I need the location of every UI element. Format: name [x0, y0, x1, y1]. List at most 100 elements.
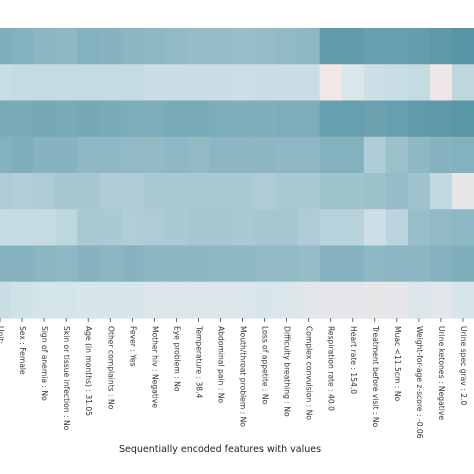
heatmap-cell-r6-c8: [165, 245, 189, 283]
heatmap-cell-r1-c4: [77, 64, 100, 102]
heatmap-cell-r5-c9: [187, 209, 211, 247]
heatmap-cell-r4-c14: [297, 173, 321, 210]
heatmap-cell-r7-c10: [209, 281, 233, 319]
heatmap-cell-r2-c17: [363, 100, 387, 138]
heatmap-cell-r4-c10: [209, 173, 233, 210]
heatmap-cell-r4-c0: [0, 173, 12, 210]
heatmap-cell-r6-c2: [33, 245, 56, 283]
heatmap-cell-r2-c1: [11, 100, 34, 138]
heatmap-cell-r0-c10: [209, 28, 233, 65]
x-tick-label: Mouth/throat problem : No: [239, 326, 248, 427]
heatmap-cell-r2-c19: [407, 100, 431, 138]
heatmap-cell-r3-c2: [33, 136, 56, 174]
heatmap-cell-r3-c18: [385, 136, 409, 174]
heatmap-cell-r4-c19: [407, 173, 431, 210]
heatmap-cell-r7-c1: [11, 281, 34, 319]
heatmap-cell-r3-c7: [143, 136, 166, 174]
heatmap-cell-r4-c5: [99, 173, 122, 210]
heatmap-cell-r2-c3: [55, 100, 78, 138]
x-tick-label: Weight-for-age z-score : -0.06: [415, 326, 424, 439]
heatmap-cell-r0-c21: [451, 28, 474, 65]
heatmap-cell-r3-c13: [275, 136, 299, 174]
heatmap-cell-r1-c15: [319, 64, 343, 102]
heatmap-cell-r7-c13: [275, 281, 299, 319]
x-tick-label: Skin or tissue infection : No: [62, 326, 71, 431]
heatmap-cell-r2-c20: [429, 100, 453, 138]
heatmap-cell-r7-c2: [33, 281, 56, 319]
heatmap-cell-r2-c18: [385, 100, 409, 138]
heatmap-cell-r5-c17: [363, 209, 387, 247]
x-tick-label: Sex : Female: [18, 326, 27, 375]
heatmap-cell-r3-c5: [99, 136, 122, 174]
heatmap-cell-r1-c19: [407, 64, 431, 102]
heatmap-cell-r4-c16: [341, 173, 365, 210]
heatmap-cell-r7-c4: [77, 281, 100, 319]
heatmap-cell-r7-c19: [407, 281, 431, 319]
heatmap-cell-r0-c19: [407, 28, 431, 65]
heatmap-cell-r0-c1: [11, 28, 34, 65]
x-tick-label: Temperature : 38.4: [194, 325, 203, 399]
heatmap-cell-r1-c20: [429, 64, 453, 102]
heatmap-cell-r6-c9: [187, 245, 211, 283]
heatmap-cell-r0-c6: [121, 28, 144, 65]
heatmap-cell-r4-c11: [231, 173, 255, 210]
heatmap-cell-r3-c17: [363, 136, 387, 174]
heatmap-cell-r3-c4: [77, 136, 100, 174]
x-tick-label: Abdominal pain : No: [216, 326, 225, 403]
heatmap-cell-r7-c7: [143, 281, 166, 319]
heatmap-cell-r7-c21: [451, 281, 474, 319]
heatmap-cell-r7-c6: [121, 281, 144, 319]
x-tick-label: Other complaints : No: [106, 326, 115, 410]
heatmap-cell-r2-c14: [297, 100, 321, 138]
heatmap-cell-r3-c1: [11, 136, 34, 174]
x-tick-label: Treatment before visit : No: [371, 325, 380, 428]
heatmap-cell-r5-c14: [297, 209, 321, 247]
x-tick-labels: Unit: ... Sex : Female Sign of anemia : No…: [0, 318, 468, 439]
heatmap-cell-r7-c5: [99, 281, 122, 319]
heatmap-cell-r3-c19: [407, 136, 431, 174]
heatmap-cell-r5-c21: [451, 209, 474, 247]
heatmap-cell-r1-c12: [253, 64, 277, 102]
x-tick-label: Age (in months) : 31.05: [84, 326, 93, 416]
heatmap-cell-r6-c18: [385, 245, 409, 283]
x-axis-label: Sequentially encoded features with value…: [119, 444, 321, 455]
heatmap-cell-r3-c0: [0, 136, 12, 174]
x-tick-label: Eye problem : No: [172, 326, 181, 392]
heatmap-cell-r7-c3: [55, 281, 78, 319]
heatmap-cell-r2-c15: [319, 100, 343, 138]
heatmap-cell-r4-c15: [319, 173, 343, 210]
x-tick-label: Heart rate : 154.0: [349, 326, 358, 394]
heatmap-cell-r6-c1: [11, 245, 34, 283]
heatmap-cell-r6-c3: [55, 245, 78, 283]
heatmap-cell-r7-c16: [341, 281, 365, 319]
heatmap-cell-r0-c8: [165, 28, 189, 65]
heatmap-cell-r0-c13: [275, 28, 299, 65]
heatmap-cell-r7-c11: [231, 281, 255, 319]
heatmap-cell-r3-c3: [55, 136, 78, 174]
heatmap-cell-r1-c1: [11, 64, 34, 102]
heatmap-cell-r4-c18: [385, 173, 409, 210]
x-tick-label: Mother hiv : Negative: [150, 326, 159, 408]
heatmap-cell-r1-c0: [0, 64, 12, 102]
heatmap-cell-r4-c13: [275, 173, 299, 210]
heatmap-cell-r1-c8: [165, 64, 189, 102]
heatmap-cell-r1-c17: [363, 64, 387, 102]
heatmap-cell-r1-c10: [209, 64, 233, 102]
x-tick-label: Complex convulsion : No: [305, 326, 314, 420]
x-tick-label: Urine spec grav : 2.0: [459, 326, 468, 405]
heatmap-cell-r6-c20: [429, 245, 453, 283]
heatmap-cell-r3-c21: [451, 136, 474, 174]
x-tick-label: Urine ketones : Negative: [437, 326, 446, 420]
heatmap-cell-r0-c17: [363, 28, 387, 65]
heatmap-cell-r2-c7: [143, 100, 166, 138]
heatmap-cell-r2-c0: [0, 100, 12, 138]
heatmap-cell-r0-c18: [385, 28, 409, 65]
heatmap-cell-r2-c8: [165, 100, 189, 138]
heatmap-cell-r5-c11: [231, 209, 255, 247]
heatmap-cell-r6-c11: [231, 245, 255, 283]
heatmap-cell-r0-c5: [99, 28, 122, 65]
heatmap-cell-r5-c10: [209, 209, 233, 247]
heatmap-cell-r1-c5: [99, 64, 122, 102]
heatmap-cell-r2-c10: [209, 100, 233, 138]
